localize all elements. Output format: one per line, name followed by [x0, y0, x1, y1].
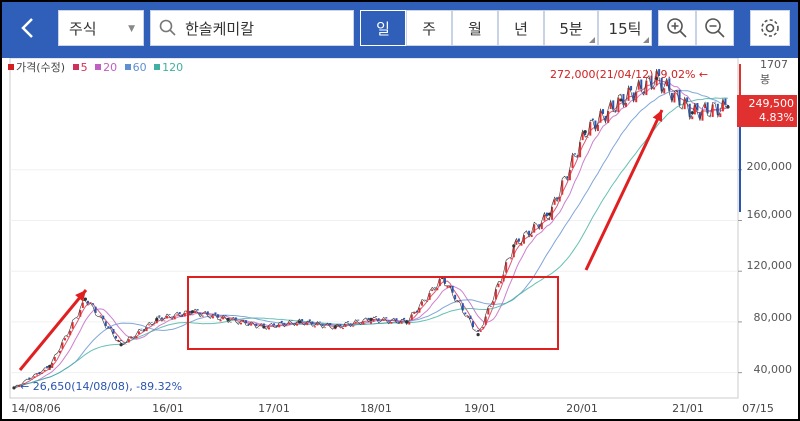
price-point: [119, 343, 123, 347]
legend-swatch: [8, 64, 14, 70]
price-point: [155, 317, 159, 321]
price-point: [48, 364, 52, 368]
legend-ma5: 5: [80, 61, 88, 74]
price-point: [547, 212, 552, 216]
zoom-out-button[interactable]: [696, 10, 734, 46]
market-label: 주식: [69, 19, 97, 38]
stock-name: 한솔케미칼: [185, 19, 255, 38]
price-point: [512, 244, 516, 248]
bar-count-label: 1707봉: [760, 58, 788, 86]
price-chart[interactable]: [2, 58, 798, 419]
dropdown-corner-icon: [643, 37, 649, 43]
gear-icon: [761, 19, 779, 37]
tab-period-minute[interactable]: 5분: [544, 10, 598, 46]
back-button[interactable]: [8, 10, 48, 46]
legend-ma120: 120: [162, 61, 184, 74]
tab-period-week[interactable]: 주: [406, 10, 452, 46]
chart-legend: 가격(수정) 5 20 60 120: [8, 59, 183, 75]
current-price-badge: 249,500 4.83%: [737, 95, 797, 127]
stock-search-field[interactable]: 한솔케미칼: [150, 10, 354, 46]
price-point: [690, 111, 694, 115]
x-tick-label: 16/01: [152, 402, 184, 415]
chevron-down-icon: ▼: [128, 24, 135, 34]
y-tick-label: 40,000: [753, 363, 793, 376]
period-label: 5분: [559, 19, 583, 38]
price-point: [405, 320, 409, 324]
price-point: [655, 76, 659, 81]
tab-period-tick[interactable]: 15틱: [598, 10, 652, 46]
y-tick-label: 160,000: [746, 208, 793, 221]
settings-button[interactable]: [750, 10, 790, 46]
price-point: [12, 386, 16, 390]
chart-toolbar: 주식 ▼ 한솔케미칼 일 주 월 년 5분 15틱: [2, 2, 798, 58]
y-tick-label: 120,000: [746, 259, 793, 272]
tab-period-month[interactable]: 월: [452, 10, 498, 46]
plot-area-border: [9, 58, 739, 399]
price-point: [83, 297, 87, 301]
ma-line-20: [13, 82, 729, 389]
x-tick-label: 17/01: [258, 402, 290, 415]
period-label: 일: [376, 19, 390, 38]
y-tick-label: 200,000: [746, 160, 793, 173]
price-point: [476, 333, 480, 337]
price-point: [262, 325, 266, 329]
x-tick-label: 19/01: [464, 402, 496, 415]
uptrend-arrow-2: [584, 109, 664, 271]
price-line: [13, 68, 729, 389]
uptrend-arrow-2-head: [652, 110, 663, 122]
ma-line-120: [13, 97, 729, 389]
dropdown-corner-icon: [589, 37, 595, 43]
uptrend-arrow-1-head: [75, 290, 86, 302]
x-tick-label: 14/08/06: [11, 402, 61, 415]
x-tick-label: 20/01: [566, 402, 598, 415]
current-price-value: 249,500: [748, 97, 795, 110]
period-label: 15틱: [608, 19, 642, 38]
legend-swatch: [154, 64, 161, 70]
period-label: 주: [422, 19, 436, 38]
zoom-in-icon: [667, 18, 687, 38]
back-arrow-icon: [21, 18, 33, 38]
legend-ma20: 20: [103, 61, 118, 74]
price-point: [726, 105, 730, 109]
ma-line-5: [13, 79, 729, 389]
search-icon: [159, 19, 176, 36]
price-point: [298, 320, 302, 324]
legend-price-label: 가격(수정): [16, 61, 66, 74]
x-tick-label: 07/15: [742, 402, 774, 415]
price-point: [583, 130, 587, 134]
period-label: 년: [514, 19, 528, 38]
price-point: [333, 325, 337, 329]
x-tick-label: 21/01: [672, 402, 704, 415]
price-point: [369, 317, 373, 321]
uptrend-arrow-1: [18, 289, 88, 371]
y-tick-label: 80,000: [753, 311, 793, 324]
zoom-out-icon: [705, 18, 725, 38]
consolidation-box: [187, 276, 559, 350]
high-price-annotation: 272,000(21/04/12), 9.02% ←: [550, 68, 709, 81]
price-point: [619, 98, 623, 102]
market-select[interactable]: 주식 ▼: [58, 10, 144, 46]
price-point: [226, 317, 230, 321]
legend-ma60: 60: [132, 61, 147, 74]
legend-swatch: [124, 64, 131, 70]
zoom-in-button[interactable]: [658, 10, 696, 46]
legend-swatch: [72, 64, 79, 70]
x-tick-label: 18/01: [360, 402, 392, 415]
tab-period-day[interactable]: 일: [360, 10, 406, 46]
period-label: 월: [468, 19, 482, 38]
tab-period-year[interactable]: 년: [498, 10, 544, 46]
price-point: [190, 310, 195, 314]
current-price-change: 4.83%: [759, 111, 794, 124]
low-price-annotation: ← 26,650(14/08/08), -89.32%: [20, 380, 183, 393]
legend-swatch: [95, 64, 102, 70]
